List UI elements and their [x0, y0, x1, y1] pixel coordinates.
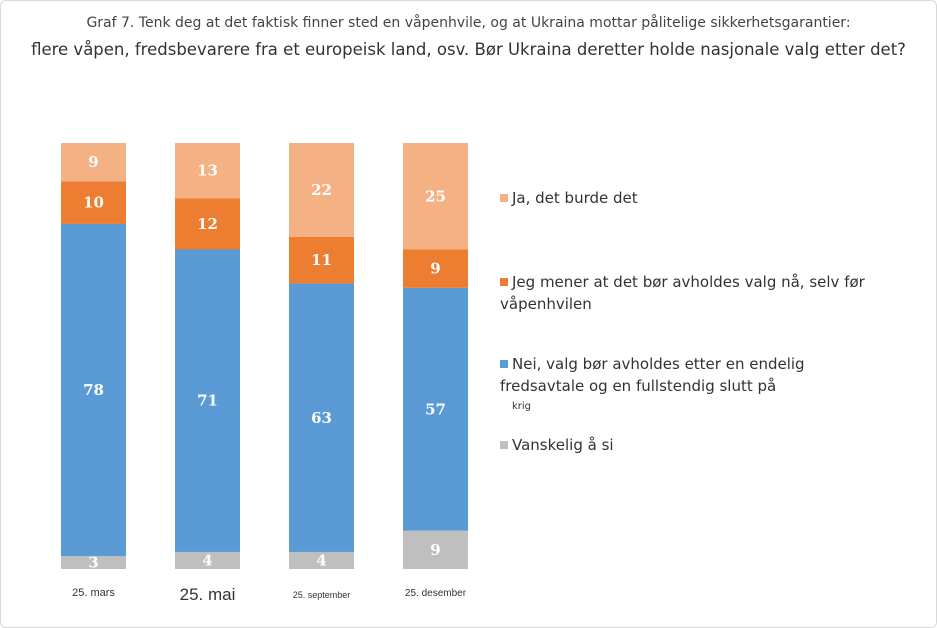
x-tick-label: 25. mai — [179, 585, 236, 604]
data-label: 9 — [88, 153, 98, 171]
legend-label-valg-na: Jeg mener at det bør avholdes valg nå, s… — [500, 273, 865, 313]
legend-swatch-valg-na — [500, 278, 508, 286]
legend-item-ja: Ja, det burde det — [500, 187, 900, 209]
legend-label-vanskelig: Vanskelig å si — [512, 436, 614, 454]
data-label: 25 — [425, 187, 446, 205]
data-label: 12 — [197, 215, 218, 233]
data-label: 4 — [316, 551, 326, 569]
bar-segment — [61, 556, 126, 569]
x-tick-label: 25. desember — [404, 588, 467, 599]
data-label: 13 — [197, 162, 218, 180]
data-label: 9 — [430, 541, 440, 559]
chart-title-line1: Graf 7. Tenk deg at det faktisk finner s… — [86, 15, 851, 31]
legend-item-nei: Nei, valg bør avholdes etter en endelig … — [500, 353, 860, 413]
legend-label-nei: Nei, valg bør avholdes etter en endelig … — [500, 355, 805, 395]
data-label: 9 — [430, 260, 440, 278]
legend-note-krig: krig — [512, 401, 532, 412]
data-label: 4 — [202, 551, 212, 569]
chart-title-line2: flere våpen, fredsbevarere fra et europe… — [31, 40, 906, 59]
legend-swatch-ja — [500, 194, 508, 202]
legend-swatch-nei — [500, 360, 508, 368]
x-tick-label: 25. mars — [72, 587, 115, 599]
data-label: 22 — [311, 181, 332, 199]
bar-segment — [61, 181, 126, 224]
bar-segment — [403, 530, 468, 569]
bar-segment — [175, 249, 240, 552]
data-label: 3 — [88, 554, 98, 572]
legend-swatch-vanskelig — [500, 441, 508, 449]
bar-segment — [175, 143, 240, 199]
bar-segment — [403, 249, 468, 288]
legend-label-ja: Ja, det burde det — [512, 189, 638, 207]
legend-item-valg-na: Jeg mener at det bør avholdes valg nå, s… — [500, 271, 890, 315]
legend-item-vanskelig: Vanskelig å si — [500, 434, 900, 456]
data-label: 78 — [83, 381, 104, 399]
data-label: 57 — [425, 400, 446, 418]
bar-segment — [289, 283, 354, 552]
bar-segment — [403, 143, 468, 250]
data-label: 71 — [197, 392, 218, 410]
data-label: 63 — [311, 409, 332, 427]
bar-segment — [61, 223, 126, 557]
x-tick-label: 25. september — [292, 590, 351, 600]
data-label: 10 — [83, 194, 104, 212]
bar-segment — [175, 551, 240, 569]
bar-segment — [61, 143, 126, 182]
bar-segment — [289, 143, 354, 237]
bar-segment — [289, 236, 354, 284]
bar-segment — [403, 287, 468, 531]
bar-segment — [175, 198, 240, 250]
data-label: 11 — [311, 251, 332, 269]
bar-segment — [289, 551, 354, 569]
